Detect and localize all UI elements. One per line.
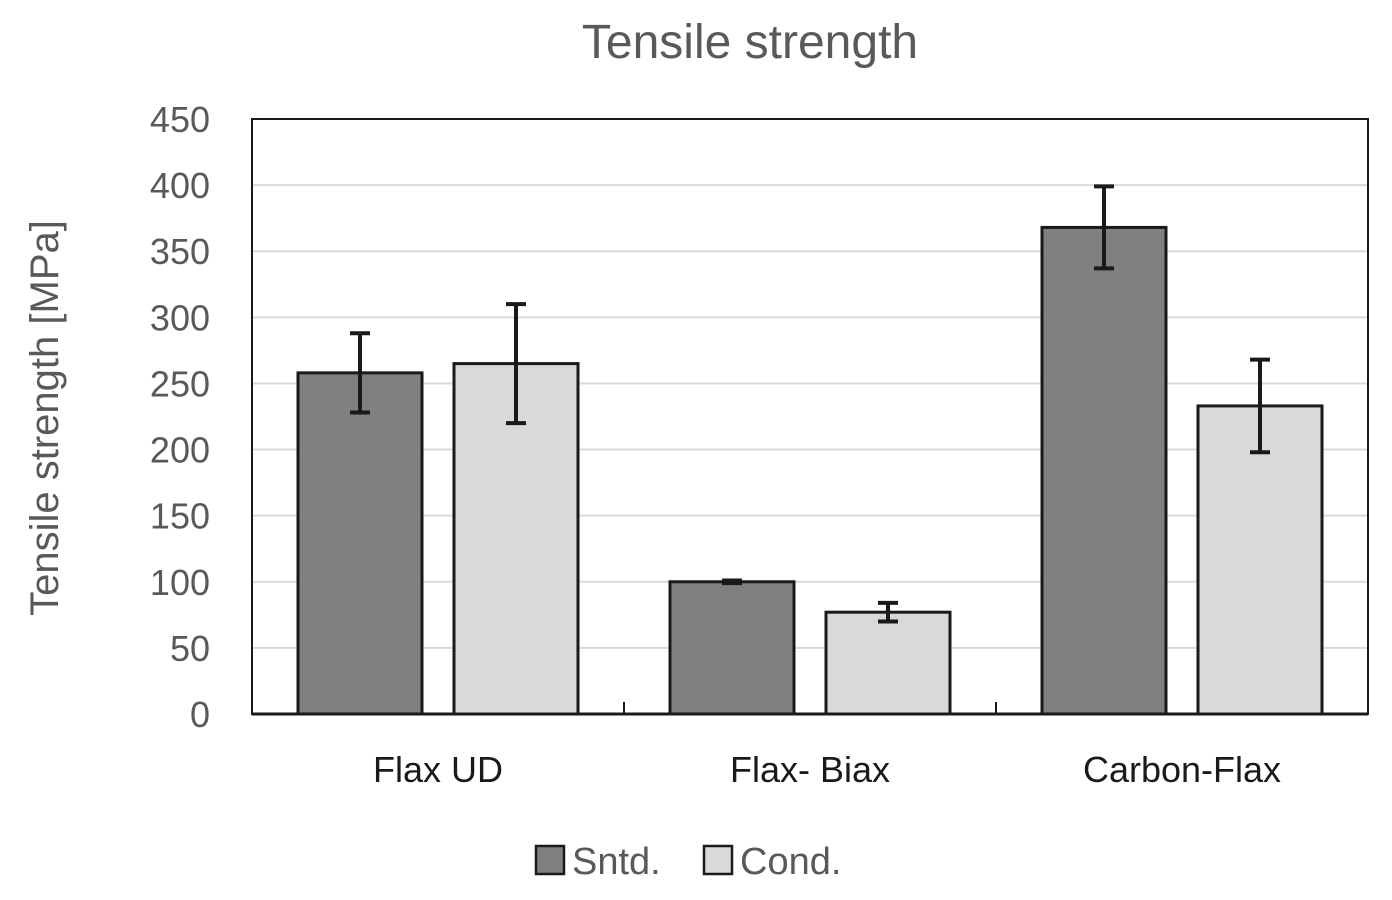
legend-label: Cond. (740, 841, 841, 883)
bar (824, 610, 952, 716)
y-tick-label: 450 (150, 99, 210, 140)
x-axis (252, 702, 1368, 716)
gridlines (252, 184, 1368, 649)
y-tick-labels: 0 50 100 150 200 250 300 350 400 450 (150, 99, 210, 735)
y-tick-label: 400 (150, 165, 210, 206)
legend-label: Sntd. (572, 841, 661, 883)
y-tick-label: 150 (150, 496, 210, 537)
legend-swatch (702, 844, 734, 876)
y-tick-label: 250 (150, 363, 210, 404)
bar (296, 371, 424, 716)
x-tick-label: Carbon-Flax (1083, 749, 1281, 790)
y-axis-label: Tensile strength [MPa] (23, 220, 67, 616)
x-tick-label: Flax- Biax (730, 749, 890, 790)
legend: Sntd. Cond. (534, 841, 841, 883)
y-tick-label: 0 (190, 694, 210, 735)
y-tick-label: 50 (170, 628, 210, 669)
error-bars (350, 184, 1270, 624)
bar (668, 580, 796, 716)
bars (296, 225, 1324, 716)
bar (1040, 225, 1168, 716)
y-tick-label: 100 (150, 562, 210, 603)
y-tick-label: 350 (150, 231, 210, 272)
y-tick-label: 300 (150, 297, 210, 338)
chart-title: Tensile strength (582, 16, 918, 69)
x-tick-labels: Flax UD Flax- Biax Carbon-Flax (373, 749, 1281, 790)
x-tick-label: Flax UD (373, 749, 503, 790)
y-tick-label: 200 (150, 430, 210, 471)
legend-swatch (534, 844, 566, 876)
